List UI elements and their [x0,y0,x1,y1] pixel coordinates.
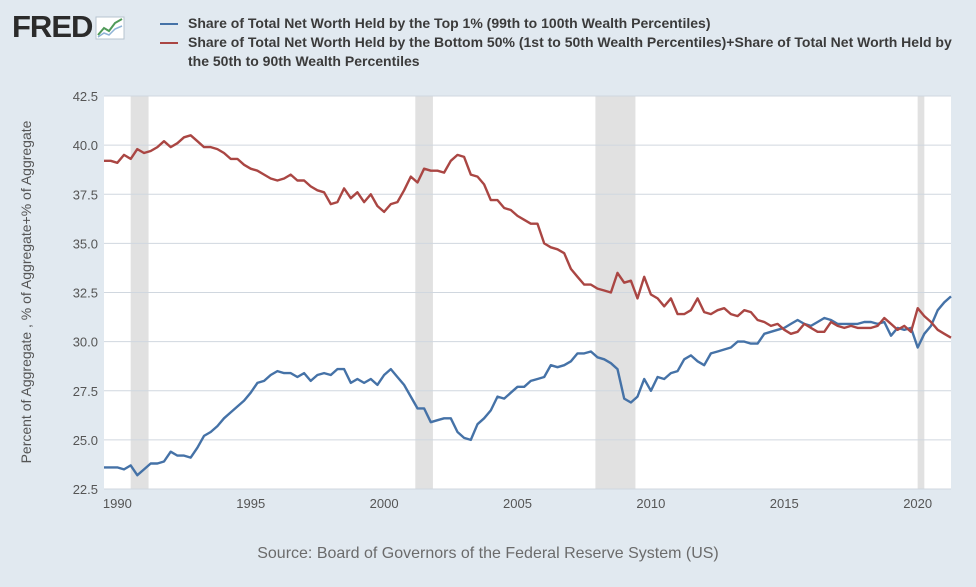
legend-swatch-bottom90 [160,42,178,44]
y-axis-label: Percent of Aggregate , % of Aggregate+% … [18,120,34,463]
legend-label-top1: Share of Total Net Worth Held by the Top… [188,15,711,31]
legend-swatch-top1 [160,23,178,25]
legend-label-bottom90: Share of Total Net Worth Held by the Bot… [188,34,952,69]
x-axis-ticks: 1990 1995 2000 2005 2010 2015 2020 [103,496,932,511]
x-tick-label-2: 2000 [370,496,399,511]
x-tick-label-0: 1990 [103,496,132,511]
source-note: Source: Board of Governors of the Federa… [257,545,719,562]
y-tick-label-7: 40.0 [73,138,98,153]
y-tick-label-1: 25.0 [73,433,98,448]
x-tick-label-4: 2010 [636,496,665,511]
fred-logo: FRED [12,10,125,44]
y-tick-label-2: 27.5 [73,384,98,399]
legend-item-top1[interactable]: Share of Total Net Worth Held by the Top… [160,14,960,33]
legend-item-bottom90[interactable]: Share of Total Net Worth Held by the Bot… [160,33,960,71]
gridlines [104,95,951,490]
series-lines [104,134,952,477]
x-tick-label-6: 2020 [903,496,932,511]
y-tick-label-6: 37.5 [73,187,98,202]
y-tick-label-4: 32.5 [73,286,98,301]
series-line-0 [104,295,952,477]
x-tick-label-1: 1995 [236,496,265,511]
y-tick-label-3: 30.0 [73,335,98,350]
fred-chart-logo-icon [95,16,125,40]
y-tick-label-8: 42.5 [73,89,98,104]
y-tick-label-5: 35.0 [73,236,98,251]
fred-logo-text: FRED [12,9,93,44]
y-axis-ticks: 22.5 25.0 27.5 30.0 32.5 35.0 37.5 40.0 42.5 [73,89,98,497]
series-line-1 [104,134,952,339]
y-tick-label-0: 22.5 [73,482,98,497]
chart-legend: Share of Total Net Worth Held by the Top… [160,14,960,71]
x-tick-label-5: 2015 [770,496,799,511]
x-tick-label-3: 2005 [503,496,532,511]
